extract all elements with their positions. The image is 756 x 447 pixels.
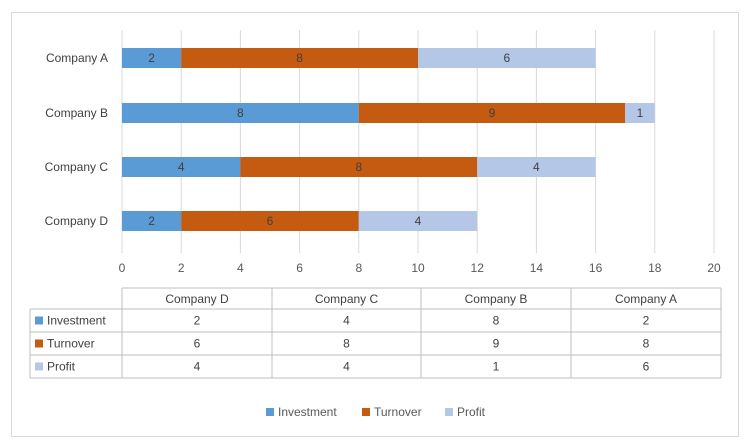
category-labels: Company A Company B Company C Company D <box>45 51 109 228</box>
legend-swatch <box>445 408 453 416</box>
table-cell: 8 <box>643 337 650 351</box>
category-label: Company D <box>45 214 109 228</box>
bar-segment-investment <box>122 157 241 177</box>
table-series-key <box>35 339 43 348</box>
data-label: 6 <box>503 51 510 65</box>
legend-label: Profit <box>457 405 486 419</box>
table-cell: 6 <box>643 360 650 374</box>
table-row-label: Investment <box>47 314 106 328</box>
bars: 2 8 6 8 9 1 4 8 4 2 6 4 <box>122 48 655 231</box>
table-header: Company C <box>315 292 379 306</box>
legend-label: Investment <box>278 405 337 419</box>
table-cell: 1 <box>493 360 500 374</box>
bar-segment-investment <box>122 48 182 68</box>
data-table: Company D Company C Company B Company A Inve… <box>29 287 722 379</box>
bar-segment-investment <box>122 211 182 231</box>
x-tick-label: 16 <box>589 261 603 275</box>
x-tick-label: 0 <box>119 261 126 275</box>
x-tick-label: 2 <box>178 261 185 275</box>
data-label: 8 <box>296 51 303 65</box>
data-label: 4 <box>415 214 422 228</box>
category-label: Company A <box>46 51 108 65</box>
x-tick-label: 6 <box>296 261 303 275</box>
table-series-key <box>35 362 43 371</box>
x-axis-ticks: 0 2 4 6 8 10 12 14 16 18 20 <box>119 261 721 275</box>
x-tick-label: 20 <box>707 261 721 275</box>
category-label: Company C <box>45 160 109 174</box>
bar-segment-turnover <box>358 103 626 123</box>
table-cell: 2 <box>194 314 201 328</box>
data-label: 8 <box>237 106 244 120</box>
table-cell: 4 <box>343 314 350 328</box>
table-cell: 6 <box>194 337 201 351</box>
bar-segment-turnover <box>181 48 418 68</box>
table-header: Company B <box>465 292 528 306</box>
table-cell: 8 <box>493 314 500 328</box>
bar-segment-turnover <box>240 157 478 177</box>
table-series-key <box>35 316 43 325</box>
data-label: 1 <box>637 106 644 120</box>
data-label: 2 <box>148 214 155 228</box>
category-label: Company B <box>45 106 108 120</box>
table-cell: 9 <box>493 337 500 351</box>
legend-swatch <box>266 408 274 416</box>
bar-segment-profit <box>477 157 596 177</box>
bar-segment-profit <box>418 48 596 68</box>
bar-segment-profit <box>358 211 478 231</box>
x-tick-label: 4 <box>237 261 244 275</box>
data-label: 2 <box>148 51 155 65</box>
table-cell: 4 <box>343 360 350 374</box>
table-row-label: Turnover <box>47 337 95 351</box>
bar-segment-investment <box>122 103 359 123</box>
legend-label: Turnover <box>374 405 422 419</box>
data-label: 8 <box>355 160 362 174</box>
table-row-label: Profit <box>47 360 76 374</box>
table-cell: 8 <box>343 337 350 351</box>
data-label: 6 <box>267 214 274 228</box>
bar-segment-turnover <box>181 211 359 231</box>
table-cell: 2 <box>643 314 650 328</box>
x-tick-label: 18 <box>648 261 662 275</box>
data-label: 4 <box>533 160 540 174</box>
legend: Investment Turnover Profit <box>266 405 486 419</box>
table-header: Company A <box>615 292 677 306</box>
data-label: 4 <box>178 160 185 174</box>
bar-segment-profit <box>625 103 655 123</box>
x-tick-label: 8 <box>355 261 362 275</box>
table-header: Company D <box>165 292 229 306</box>
data-label: 9 <box>489 106 496 120</box>
x-tick-label: 10 <box>411 261 425 275</box>
legend-swatch <box>362 408 370 416</box>
x-tick-label: 14 <box>530 261 544 275</box>
x-tick-label: 12 <box>471 261 485 275</box>
table-cell: 4 <box>194 360 201 374</box>
